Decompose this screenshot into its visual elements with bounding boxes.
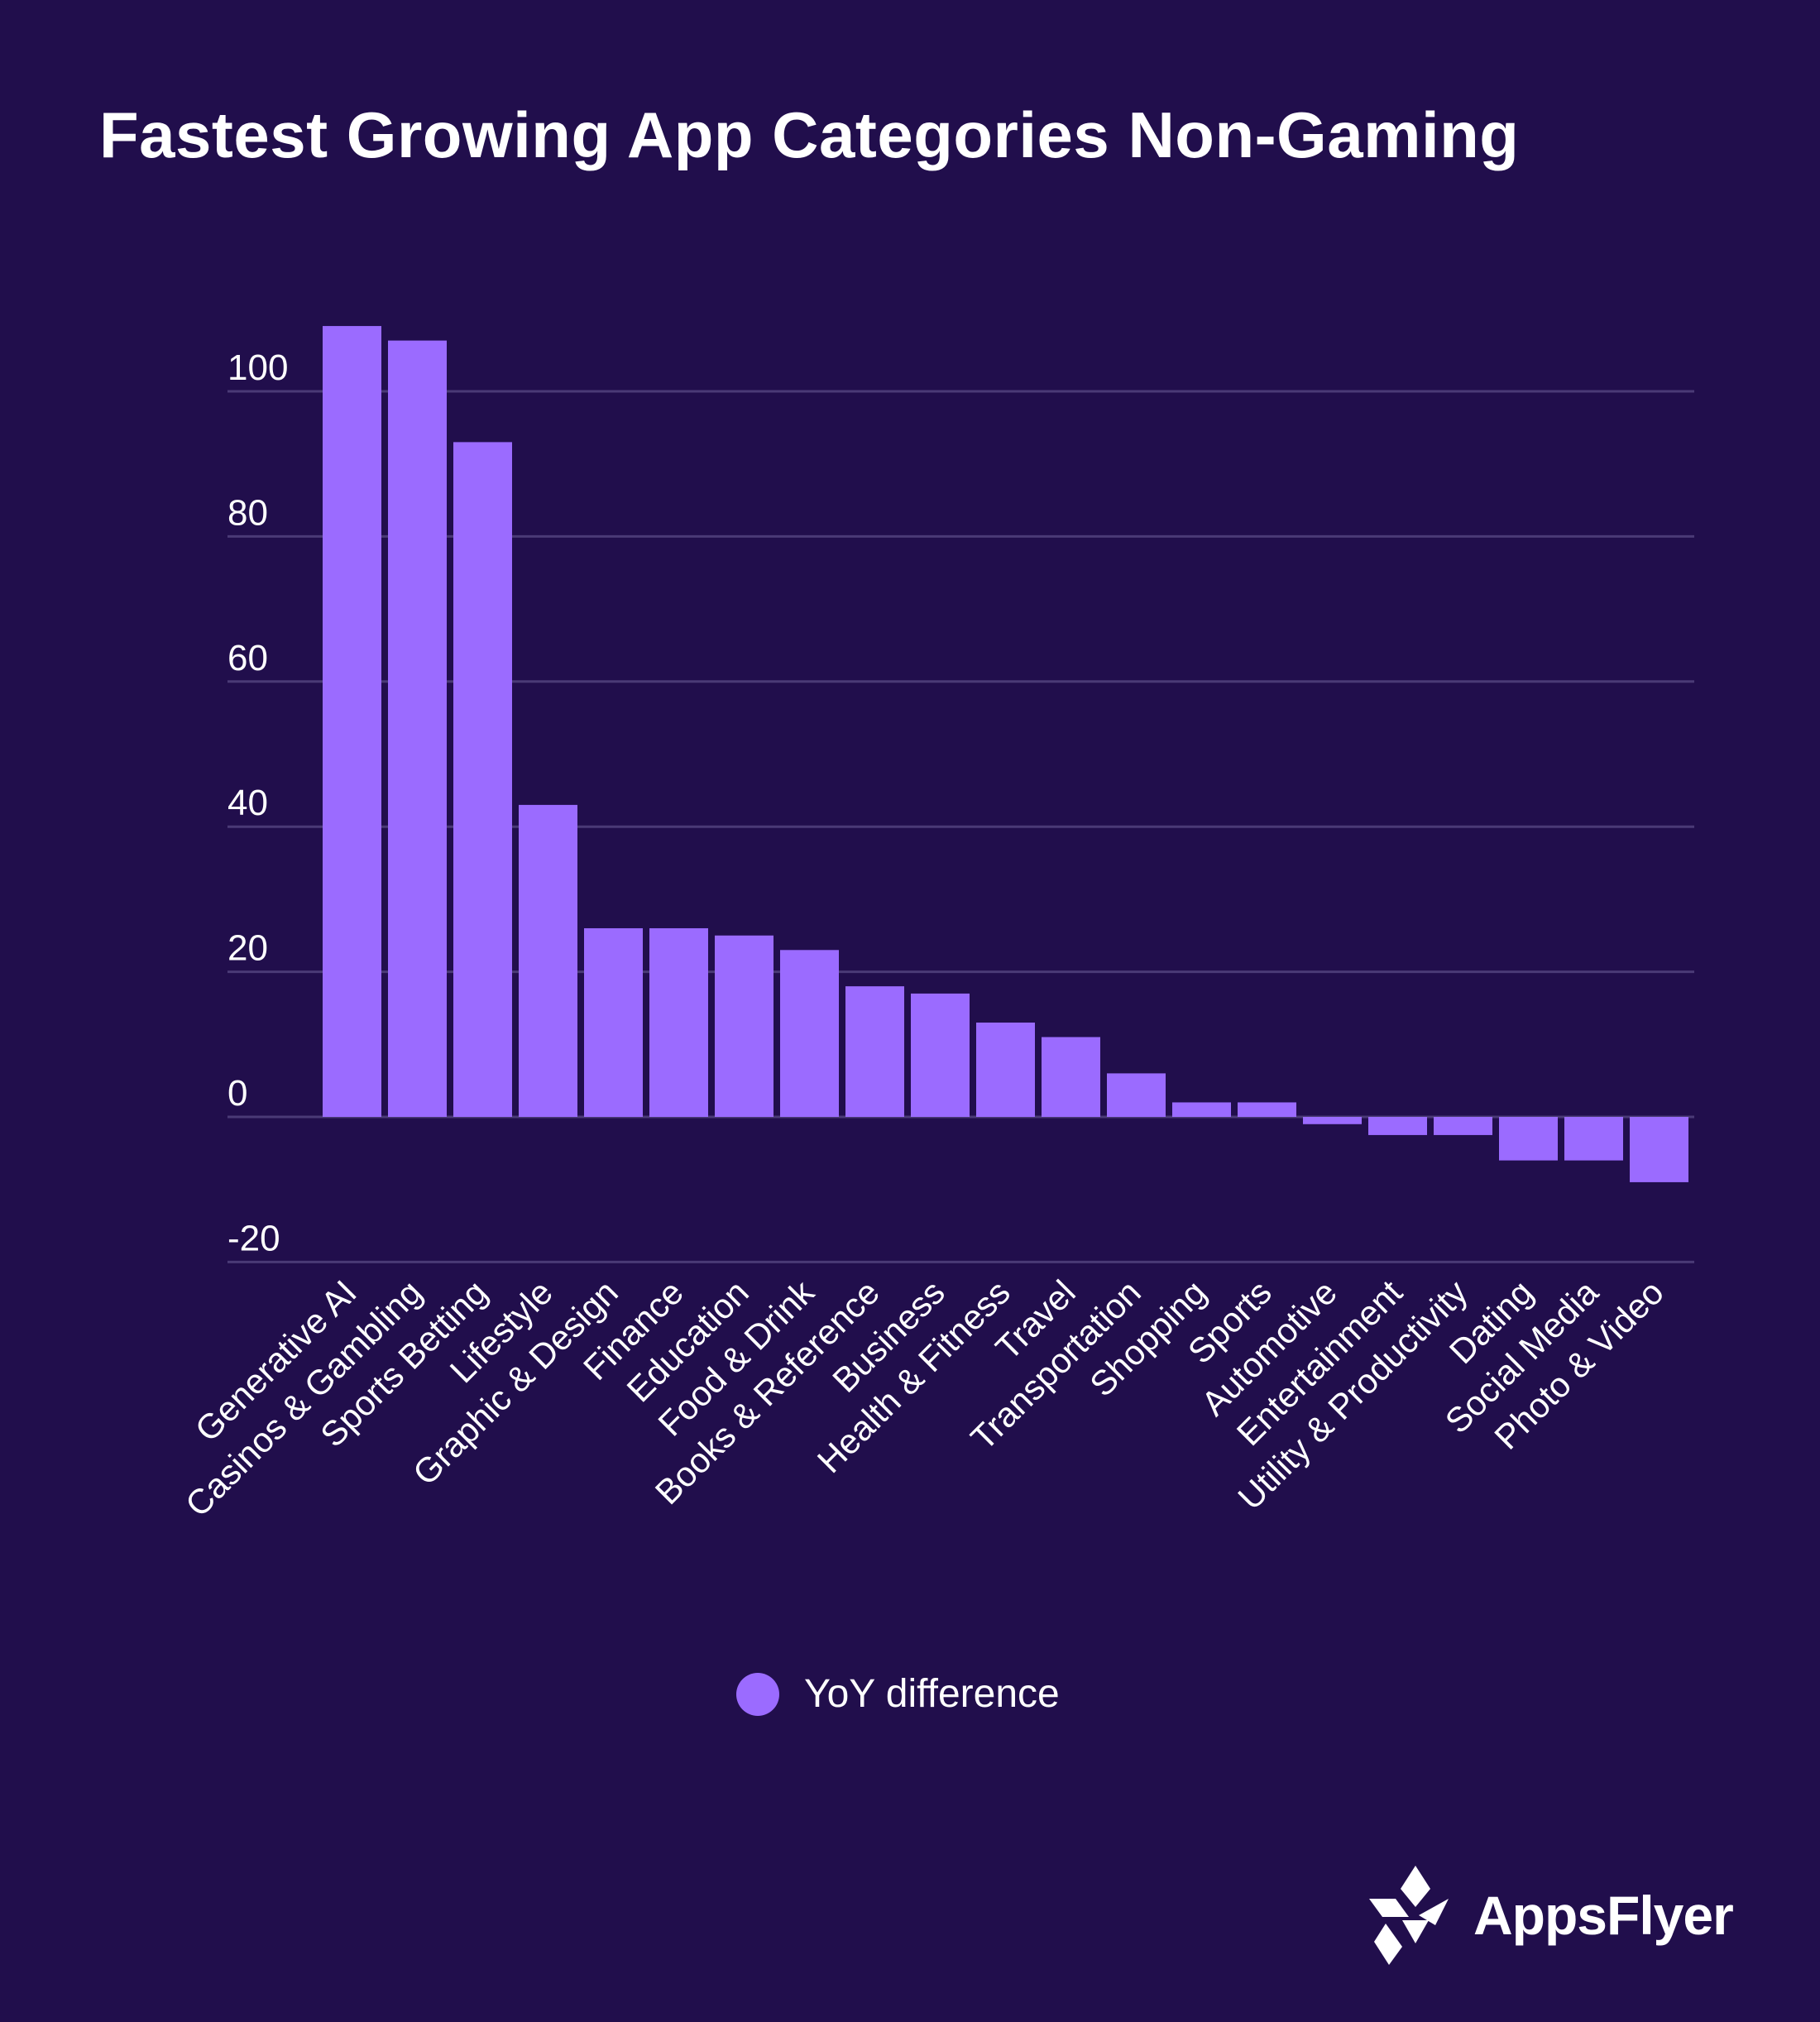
legend: YoY difference (736, 1671, 1060, 1717)
bar (1499, 1117, 1558, 1161)
bar (388, 340, 447, 1117)
bar (1434, 1117, 1492, 1135)
bar (715, 935, 774, 1117)
bar (1630, 1117, 1688, 1182)
y-tick-label: 40 (228, 783, 268, 823)
y-tick-label: 100 (228, 347, 288, 388)
bar (584, 927, 643, 1117)
bar (1172, 1102, 1231, 1117)
bar (1238, 1102, 1296, 1117)
bars (323, 326, 1688, 1182)
brand-name: AppsFlyer (1473, 1885, 1734, 1946)
y-tick-label: -20 (228, 1218, 280, 1258)
bar (649, 927, 708, 1117)
y-tick-label: 80 (228, 492, 268, 533)
legend-swatch (736, 1672, 779, 1716)
bar (1107, 1073, 1166, 1117)
bar (1368, 1117, 1427, 1135)
appsflyer-logo-icon (1369, 1866, 1449, 1965)
y-tick-label: 20 (228, 928, 268, 969)
chart-title: Fastest Growing App Categories Non-Gamin… (99, 98, 1520, 171)
y-axis-tick-labels: -20 0 20 40 60 80 100 (228, 347, 288, 1258)
y-tick-label: 60 (228, 638, 268, 678)
y-tick-label: 0 (228, 1073, 247, 1114)
bar (519, 804, 577, 1117)
legend-label: YoY difference (804, 1672, 1060, 1716)
bar (323, 326, 381, 1117)
bar (1303, 1117, 1362, 1124)
bar (780, 950, 839, 1117)
appsflyer-logo: AppsFlyer (1369, 1866, 1734, 1965)
bar (453, 442, 512, 1117)
bar (1042, 1037, 1100, 1117)
bar (976, 1022, 1035, 1117)
bar (1564, 1117, 1623, 1161)
bar (845, 986, 904, 1117)
bar (911, 993, 970, 1117)
